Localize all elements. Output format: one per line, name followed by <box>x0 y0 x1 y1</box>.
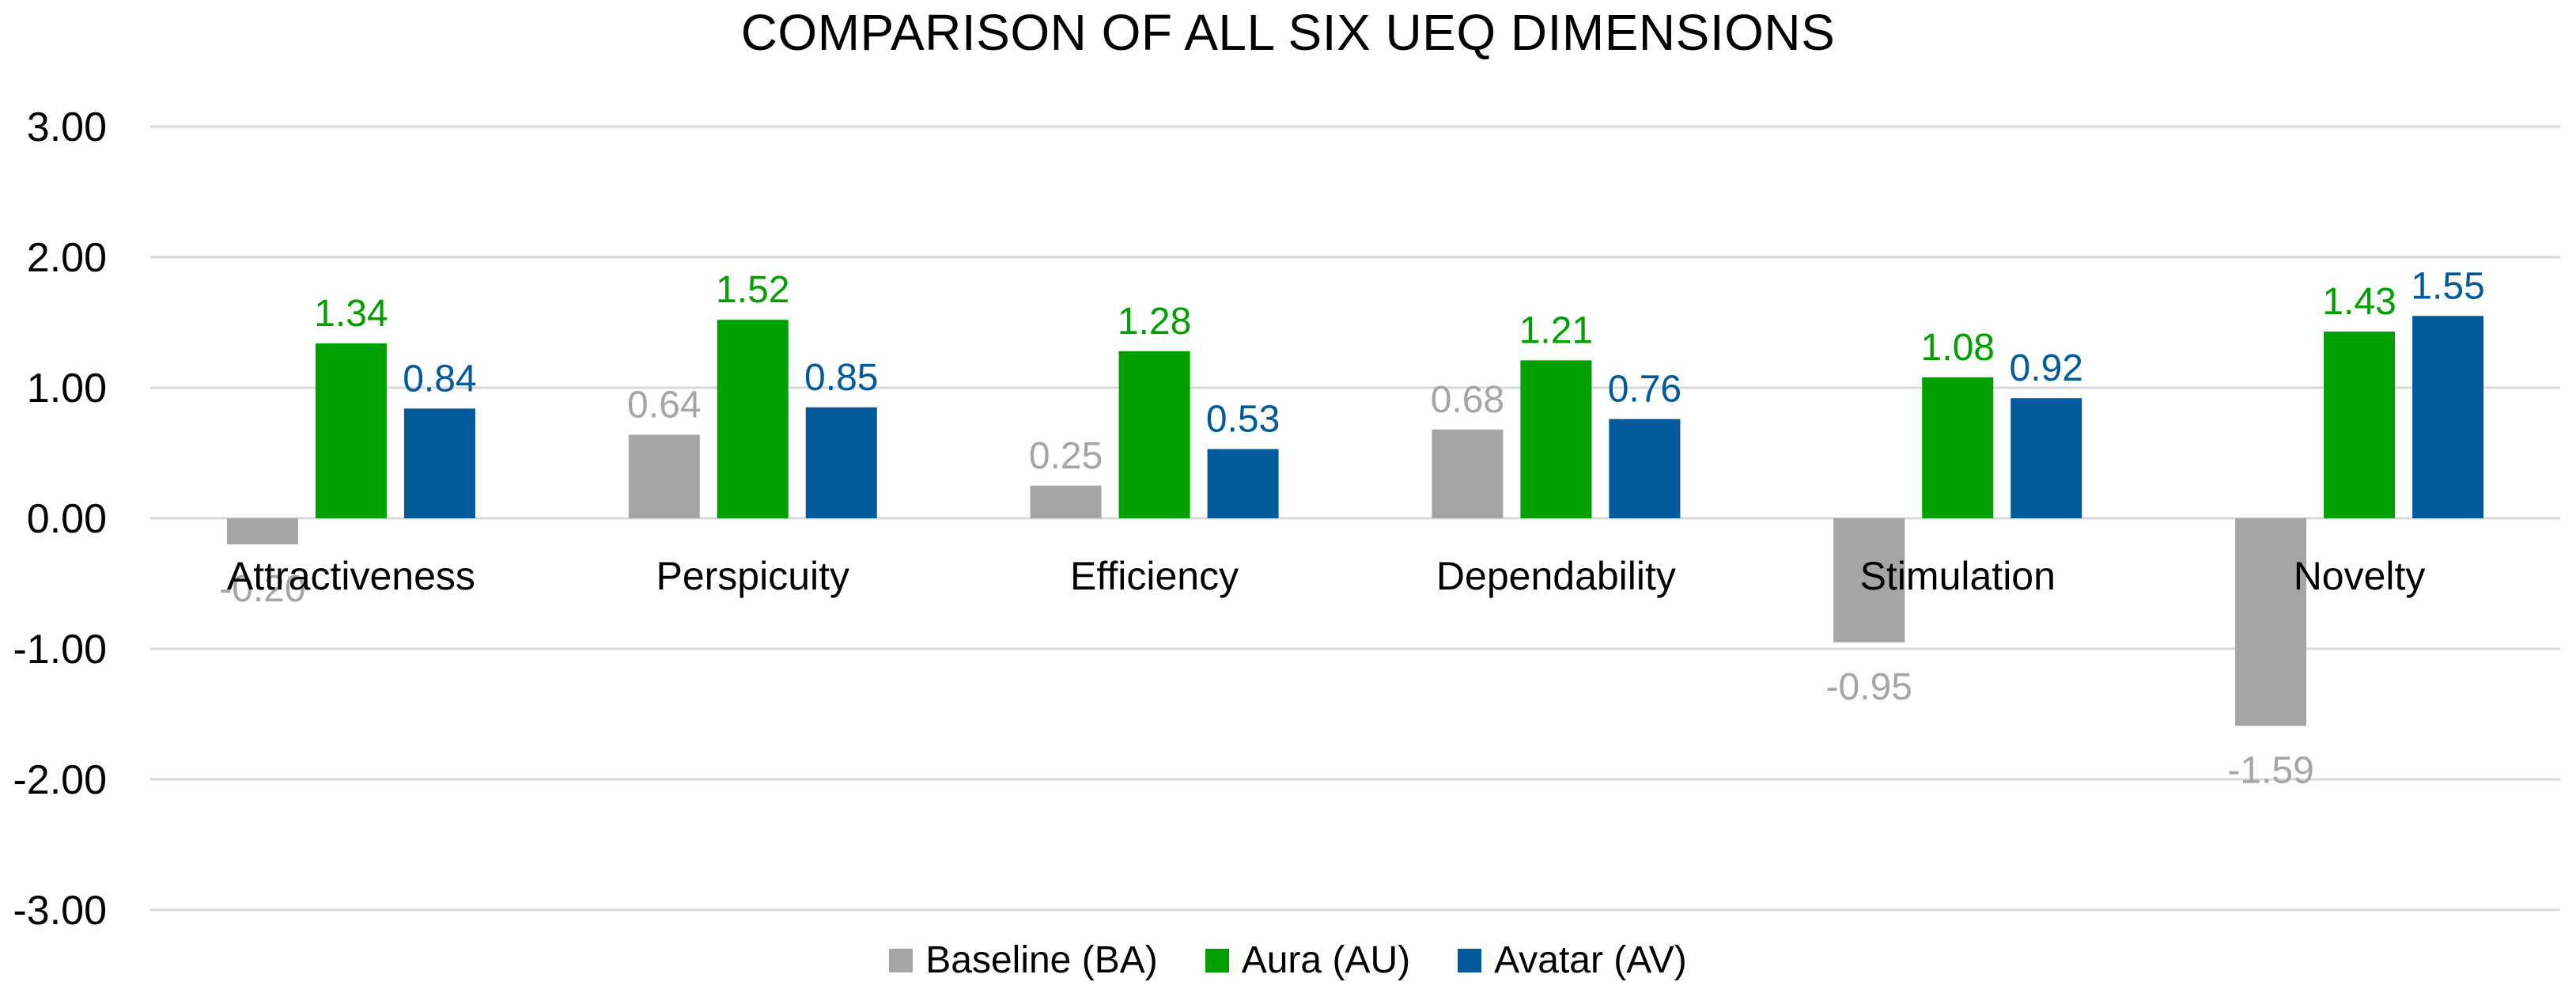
data-label: 0.85 <box>804 357 878 399</box>
bar <box>1922 377 1994 518</box>
data-label: 1.34 <box>314 293 388 335</box>
x-tick-label: Dependability <box>1436 554 1676 598</box>
x-tick-label: Stimulation <box>1860 554 2056 598</box>
bar <box>2412 316 2484 518</box>
data-label: -1.59 <box>2227 749 2313 791</box>
bar <box>2324 332 2396 518</box>
data-label: 0.68 <box>1431 379 1504 421</box>
y-tick-label: -3.00 <box>13 888 107 934</box>
y-tick-label: -1.00 <box>13 627 107 673</box>
data-label: 1.28 <box>1118 301 1191 343</box>
legend-label-avatar: Avatar (AV) <box>1494 939 1687 981</box>
data-label: 0.76 <box>1608 369 1681 411</box>
legend-label-baseline: Baseline (BA) <box>925 939 1158 981</box>
bar <box>1118 351 1190 518</box>
data-label: -0.95 <box>1826 666 1912 708</box>
legend-item-aura: Aura (AU) <box>1205 938 1410 982</box>
data-label: 0.92 <box>2010 347 2083 389</box>
y-tick-label: 3.00 <box>27 104 107 150</box>
y-tick-label: -2.00 <box>13 757 107 803</box>
bar <box>1520 360 1592 518</box>
y-tick-label: 2.00 <box>27 235 107 281</box>
x-tick-label: Attractiveness <box>227 554 475 598</box>
data-label: 0.53 <box>1206 399 1280 441</box>
bar <box>628 434 700 518</box>
data-label: 1.21 <box>1519 309 1593 351</box>
legend: Baseline (BA) Aura (AU) Avatar (AV) <box>0 938 2576 982</box>
data-label: 1.55 <box>2411 265 2484 307</box>
data-label: 1.52 <box>716 269 789 311</box>
bar <box>805 407 877 518</box>
data-label: 0.64 <box>627 384 701 426</box>
legend-swatch-avatar <box>1458 948 1482 972</box>
x-tick-label: Novelty <box>2294 554 2426 598</box>
bar <box>1833 518 1905 643</box>
legend-item-baseline: Baseline (BA) <box>889 938 1158 982</box>
data-label: 0.25 <box>1029 435 1103 477</box>
data-label: -0.20 <box>219 568 305 610</box>
data-label: 1.43 <box>2322 281 2396 323</box>
legend-swatch-baseline <box>889 948 914 972</box>
bar <box>2235 518 2307 726</box>
bar <box>717 320 789 518</box>
y-tick-label: 0.00 <box>27 496 107 542</box>
bar <box>2010 398 2082 518</box>
bar <box>315 343 387 518</box>
x-tick-label: Efficiency <box>1070 554 1239 598</box>
bar <box>1207 449 1279 518</box>
bar <box>1030 485 1102 518</box>
legend-label-aura: Aura (AU) <box>1241 939 1411 981</box>
data-label: 0.84 <box>403 358 476 400</box>
chart-title: COMPARISON OF ALL SIX UEQ DIMENSIONS <box>740 4 1836 61</box>
data-label: 1.08 <box>1921 327 1995 369</box>
legend-swatch-aura <box>1205 948 1229 972</box>
y-tick-label: 1.00 <box>27 366 107 411</box>
bar <box>1609 419 1681 518</box>
bar <box>226 518 298 544</box>
bar <box>403 408 475 518</box>
bar <box>1432 429 1504 518</box>
x-tick-label: Perspicuity <box>656 554 849 598</box>
legend-item-avatar: Avatar (AV) <box>1458 938 1687 982</box>
